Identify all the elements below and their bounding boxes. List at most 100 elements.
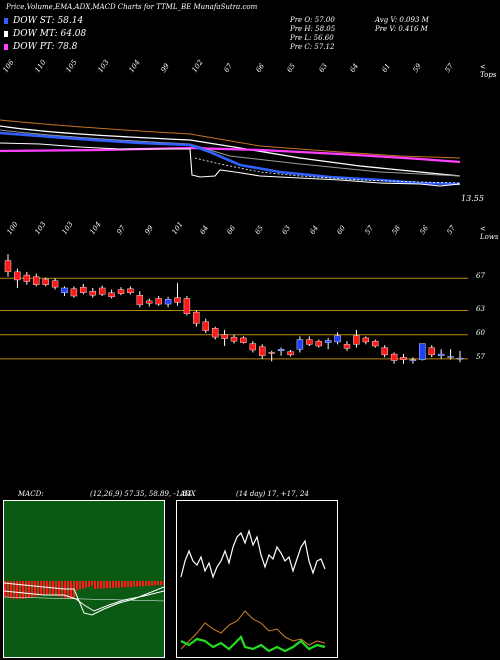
candle-body [400,357,407,360]
candle [353,329,360,348]
candle [249,341,257,353]
candle-body [315,340,322,347]
candle [146,298,153,307]
candle [211,326,219,340]
macd-histogram-bar [115,581,117,588]
candle [390,352,398,364]
macd-histogram-bar [103,581,105,589]
candle [33,273,40,287]
macd-histogram-bar [28,581,30,598]
candle [287,350,294,357]
macd-histogram-bar [154,581,156,586]
macd-histogram-bar [151,581,153,586]
macd-histogram-bar [79,581,81,590]
ema-orange-line [0,119,461,159]
candle [23,271,31,285]
macd-line [4,582,164,616]
tops-label: < Tops [480,63,497,79]
candle-body [174,297,181,303]
adx-line [180,528,326,579]
macd-histogram-bar [121,581,123,588]
macd-histogram-bar [130,581,132,587]
candle [456,350,464,363]
candle-body [117,289,125,294]
candle-body [42,278,49,285]
dow-legend: DOW ST: 58.14 DOW MT: 64.08 DOW PT: 78.8 [4,16,114,56]
pre-volume: Pre V: 0.416 M [375,25,428,33]
candle [155,296,162,306]
macd-histogram-bar [127,581,129,588]
macd-histogram-bar [118,581,120,588]
macd-histogram-bar [46,581,48,596]
price-levels [0,277,468,360]
candle [70,286,78,298]
candle [447,349,454,360]
macd-histogram-bar [37,581,39,596]
macd-histogram-bar [4,581,6,597]
macd-histogram-bar [136,581,138,587]
candle-body [437,353,445,356]
macd-histogram-bar [112,581,114,588]
candle [42,277,49,287]
macd-histogram-bar [139,581,141,587]
candle-body [183,298,191,314]
candle [136,291,144,308]
ema-st-blue-line [0,131,461,186]
dow-pt-label: DOW PT: 78.8 [13,42,78,52]
macd-zero-line [4,596,164,602]
candle [14,268,21,288]
candle [400,354,407,364]
candle [117,287,125,296]
price-level-label: 63 [476,304,485,313]
pre-close: Pre C: 57.12 [290,43,335,51]
candle [315,339,322,348]
adx-values: (14 day) 17, +17, 24 [236,490,309,498]
macd-histogram-bar [88,581,90,587]
candle-body [249,343,257,351]
macd-histogram-bar [10,581,12,599]
macd-values: (12,26,9) 57.35, 58.89, -1.84 [90,490,192,498]
candle [230,334,238,344]
candle-body [61,287,68,293]
pre-low: Pre L: 56.60 [290,34,334,42]
candle [61,286,68,297]
macd-histogram-bar [67,581,69,599]
candle-body [193,311,200,324]
candle-body [419,343,426,360]
candle [419,343,426,361]
candle-body [127,288,134,294]
dow-st-swatch [4,18,8,24]
ema-price-white-line [0,142,461,187]
candle-body [343,344,351,349]
candle [259,344,266,359]
macd-histogram-bar [100,581,102,589]
candle-body [372,340,379,347]
candle [127,286,134,295]
macd-histogram-bar [91,581,93,586]
macd-label: MACD: [18,490,44,498]
candle [409,357,417,364]
candles [4,254,464,364]
candle [296,336,304,353]
macd-histogram-bar [142,581,144,587]
candle [174,283,181,306]
macd-panel [3,500,165,658]
candle [240,336,247,344]
candle-body [381,347,388,356]
dow-st-label: DOW ST: 58.14 [13,16,84,26]
candle-body [390,353,398,361]
candle-body [98,287,106,295]
candle [428,345,435,358]
candle [202,318,209,334]
ema-chart [0,119,461,187]
macd-histogram-bar [124,581,126,588]
candle-body [51,280,59,288]
candle-body [296,339,304,350]
candle [98,285,106,297]
candle-body [108,292,115,298]
candle-body [155,298,162,305]
candle-body [4,260,12,273]
pre-open: Pre O: 57.00 [290,16,335,24]
macd-histogram-bar [13,581,15,599]
